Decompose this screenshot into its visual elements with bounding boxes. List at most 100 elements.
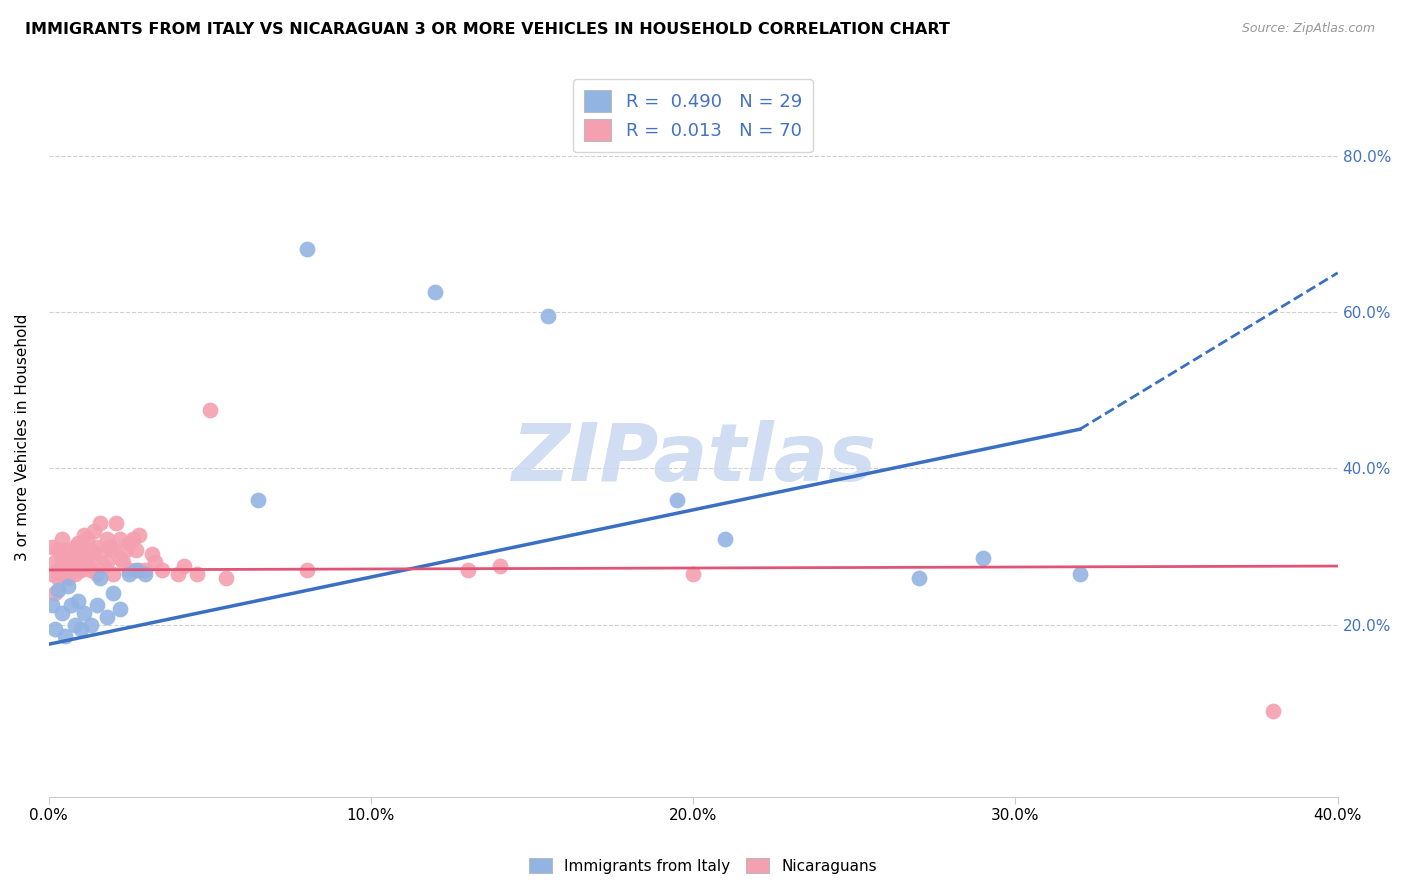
Point xyxy=(295,563,318,577)
Point xyxy=(125,563,148,577)
Point xyxy=(425,285,447,300)
Point xyxy=(51,551,73,566)
Point xyxy=(86,598,108,612)
Point xyxy=(86,566,108,581)
Point xyxy=(76,532,98,546)
Point xyxy=(63,566,86,581)
Point xyxy=(247,492,270,507)
Point xyxy=(53,571,76,585)
Point xyxy=(44,586,66,600)
Point xyxy=(537,309,560,323)
Point xyxy=(666,492,689,507)
Point xyxy=(111,555,134,569)
Point xyxy=(79,563,101,577)
Point xyxy=(115,543,138,558)
Point xyxy=(118,563,141,577)
Point xyxy=(457,563,479,577)
Point xyxy=(60,547,83,561)
Point xyxy=(96,532,118,546)
Legend: R =  0.490   N = 29, R =  0.013   N = 70: R = 0.490 N = 29, R = 0.013 N = 70 xyxy=(574,79,813,153)
Text: ZIPatlas: ZIPatlas xyxy=(510,419,876,498)
Point xyxy=(41,566,63,581)
Point xyxy=(63,617,86,632)
Point xyxy=(103,566,125,581)
Point xyxy=(56,578,79,592)
Point xyxy=(143,555,166,569)
Point xyxy=(150,563,173,577)
Point xyxy=(83,524,105,538)
Point xyxy=(73,528,96,542)
Point xyxy=(125,543,148,558)
Point xyxy=(714,532,737,546)
Point xyxy=(118,566,141,581)
Point xyxy=(63,555,86,569)
Point xyxy=(76,551,98,566)
Point xyxy=(103,543,125,558)
Point xyxy=(56,571,79,585)
Point xyxy=(93,559,115,574)
Point xyxy=(295,243,318,257)
Point xyxy=(89,571,111,585)
Point xyxy=(1263,704,1285,718)
Point xyxy=(70,563,93,577)
Text: IMMIGRANTS FROM ITALY VS NICARAGUAN 3 OR MORE VEHICLES IN HOUSEHOLD CORRELATION : IMMIGRANTS FROM ITALY VS NICARAGUAN 3 OR… xyxy=(25,22,950,37)
Point xyxy=(60,563,83,577)
Point xyxy=(108,532,131,546)
Point xyxy=(121,532,143,546)
Point xyxy=(108,602,131,616)
Point xyxy=(186,566,208,581)
Point xyxy=(98,540,121,554)
Point xyxy=(70,622,93,636)
Y-axis label: 3 or more Vehicles in Household: 3 or more Vehicles in Household xyxy=(15,313,30,561)
Point xyxy=(73,559,96,574)
Point xyxy=(56,559,79,574)
Point xyxy=(70,547,93,561)
Point xyxy=(53,543,76,558)
Point xyxy=(128,528,150,542)
Point xyxy=(66,535,89,549)
Point xyxy=(489,559,512,574)
Point xyxy=(44,622,66,636)
Point xyxy=(53,555,76,569)
Point xyxy=(73,606,96,620)
Point xyxy=(173,559,195,574)
Point xyxy=(89,516,111,530)
Point xyxy=(907,571,929,585)
Point xyxy=(96,555,118,569)
Point xyxy=(83,551,105,566)
Point xyxy=(66,594,89,608)
Point xyxy=(79,617,101,632)
Point xyxy=(60,555,83,569)
Point xyxy=(51,532,73,546)
Legend: Immigrants from Italy, Nicaraguans: Immigrants from Italy, Nicaraguans xyxy=(523,852,883,880)
Point xyxy=(96,610,118,624)
Point xyxy=(128,563,150,577)
Point xyxy=(105,516,128,530)
Point xyxy=(76,559,98,574)
Point xyxy=(134,563,156,577)
Point xyxy=(53,629,76,643)
Point xyxy=(89,547,111,561)
Point xyxy=(103,586,125,600)
Point xyxy=(141,547,163,561)
Point xyxy=(48,563,70,577)
Point xyxy=(134,566,156,581)
Point xyxy=(44,555,66,569)
Point xyxy=(48,582,70,597)
Point xyxy=(63,540,86,554)
Point xyxy=(56,551,79,566)
Point xyxy=(86,540,108,554)
Point xyxy=(1069,566,1091,581)
Point xyxy=(108,551,131,566)
Point xyxy=(682,566,704,581)
Point xyxy=(215,571,238,585)
Point xyxy=(51,606,73,620)
Point xyxy=(66,563,89,577)
Point xyxy=(41,540,63,554)
Point xyxy=(118,535,141,549)
Point xyxy=(166,566,188,581)
Point xyxy=(48,571,70,585)
Point xyxy=(79,543,101,558)
Point xyxy=(198,402,221,417)
Point xyxy=(41,598,63,612)
